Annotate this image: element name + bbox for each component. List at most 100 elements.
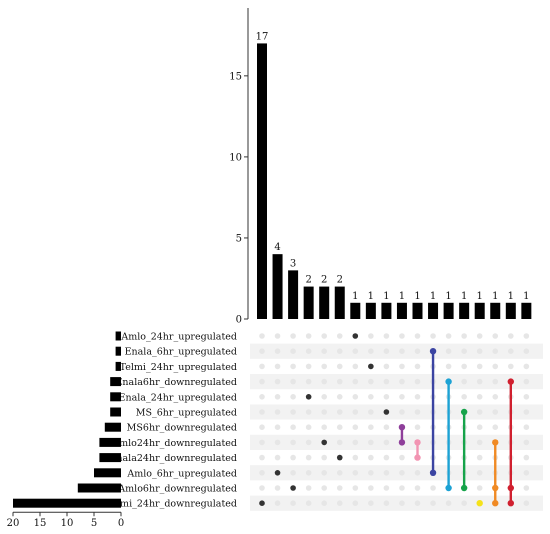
set-size-bar: [110, 407, 121, 417]
matrix-dot-inactive: [523, 409, 530, 415]
matrix-dot-active: [414, 454, 421, 461]
matrix-dot-active: [290, 485, 296, 491]
matrix-dot-inactive: [336, 333, 343, 339]
set-size-bar: [110, 377, 121, 387]
matrix-dot-inactive: [445, 348, 452, 355]
matrix-dot-inactive: [523, 454, 530, 461]
intersection-bar: [272, 254, 283, 319]
matrix-dot-inactive: [476, 424, 483, 431]
matrix-dot-inactive: [259, 348, 265, 355]
intersection-bar-label: 1: [445, 291, 451, 302]
matrix-dot-inactive: [305, 333, 312, 339]
matrix-dot-inactive: [368, 394, 374, 400]
matrix-dot-inactive: [476, 485, 483, 491]
matrix-dot-inactive: [352, 409, 359, 415]
matrix-bands: [250, 343, 543, 511]
matrix-band: [250, 374, 543, 390]
matrix-dot-inactive: [336, 378, 343, 385]
matrix-dot-inactive: [476, 394, 483, 400]
matrix-dot-active: [445, 378, 452, 385]
set-size-x-axis: 20 15 10 5 0: [7, 511, 124, 529]
matrix-dot-inactive: [414, 363, 421, 370]
intersection-bar: [350, 302, 361, 319]
matrix-dot-inactive: [399, 409, 405, 415]
matrix-dot-inactive: [414, 409, 421, 415]
set-name: Amlo_6hr_upregulated: [126, 468, 237, 479]
matrix-dot-inactive: [259, 424, 265, 431]
matrix-dot-inactive: [461, 394, 467, 400]
set-name: Amlo_24hr_upregulated: [120, 332, 237, 343]
matrix-dot-inactive: [476, 409, 483, 415]
matrix-dot-inactive: [383, 394, 390, 400]
matrix-dot-inactive: [274, 394, 281, 400]
matrix-dot-active: [259, 500, 265, 507]
intersection-bar: [474, 302, 485, 319]
matrix-dot-inactive: [461, 348, 467, 355]
matrix-dot-inactive: [492, 363, 499, 370]
intersection-bar: [396, 302, 407, 319]
matrix-dot-inactive: [492, 333, 499, 339]
matrix-dot-inactive: [461, 333, 467, 339]
intersection-bar: [365, 302, 376, 319]
matrix-dot-inactive: [305, 454, 312, 461]
intersection-bar-label: 1: [477, 291, 483, 302]
matrix-dot-inactive: [352, 363, 359, 370]
matrix-dot-inactive: [274, 363, 281, 370]
matrix-dot-inactive: [383, 470, 390, 476]
matrix-dot-inactive: [523, 439, 530, 446]
intersection-bar: [412, 302, 423, 319]
matrix-dot-inactive: [290, 500, 296, 507]
intersection-y-axis: 0 5 10 15: [229, 8, 249, 326]
intersection-bar-label: 2: [337, 275, 343, 286]
matrix-dot-inactive: [336, 439, 343, 446]
matrix-dot-inactive: [336, 485, 343, 491]
matrix-dot-inactive: [399, 378, 405, 385]
matrix-dot-inactive: [274, 439, 281, 446]
matrix-dot-inactive: [461, 378, 467, 385]
matrix-dot-inactive: [321, 348, 328, 355]
matrix-dot-inactive: [321, 394, 328, 400]
matrix-dot-inactive: [430, 500, 436, 507]
matrix-band: [250, 495, 543, 511]
set-name: MS_6hr_upregulated: [136, 408, 237, 419]
matrix-dot-inactive: [274, 424, 281, 431]
set-size-tick-label: 5: [91, 518, 97, 529]
matrix-dot-active: [368, 363, 374, 370]
matrix-dot-inactive: [352, 470, 359, 476]
matrix-dot-inactive: [352, 439, 359, 446]
intersection-bars: [257, 43, 532, 319]
matrix-dot-inactive: [290, 333, 296, 339]
matrix-dot-inactive: [476, 454, 483, 461]
set-name: Enala_24hr_upregulated: [119, 392, 237, 403]
matrix-dot-inactive: [336, 348, 343, 355]
matrix-dot-active: [398, 424, 406, 431]
matrix-dot-inactive: [368, 470, 374, 476]
matrix-dot-inactive: [508, 348, 514, 355]
matrix-dot-inactive: [274, 333, 281, 339]
matrix-dot-inactive: [274, 378, 281, 385]
intersection-bar-label: 4: [274, 242, 280, 253]
matrix-dot-inactive: [445, 363, 452, 370]
matrix-dot-inactive: [290, 424, 296, 431]
matrix-dot-inactive: [336, 409, 343, 415]
intersection-bar: [288, 270, 299, 319]
matrix-dot-inactive: [305, 424, 312, 431]
matrix-dot-inactive: [290, 470, 296, 476]
matrix-dot-inactive: [259, 363, 265, 370]
intersection-bar: [257, 43, 267, 319]
matrix-dot-inactive: [445, 500, 452, 507]
set-name: Telmi_24hr_downregulated: [106, 499, 237, 510]
matrix-dot-inactive: [523, 363, 530, 370]
intersection-bar-label: 1: [368, 291, 374, 302]
matrix-dot-inactive: [368, 485, 374, 491]
matrix-dot-inactive: [368, 454, 374, 461]
matrix-dot-inactive: [383, 439, 390, 446]
matrix-dot-active: [429, 469, 437, 476]
set-names: Amlo_24hr_upregulated Enala_6hr_upregulat…: [106, 332, 237, 510]
intersection-bar-label: 17: [256, 31, 269, 42]
matrix-dot-inactive: [399, 333, 405, 339]
matrix-dot-inactive: [259, 454, 265, 461]
intersection-bar-label: 1: [430, 291, 436, 302]
